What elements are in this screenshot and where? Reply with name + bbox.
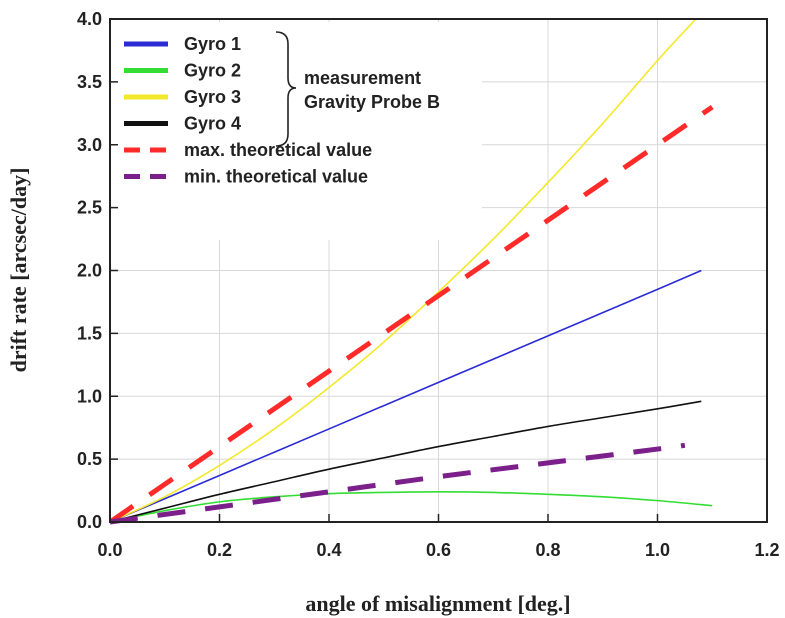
x-axis-label: angle of misalignment [deg.] <box>305 591 570 616</box>
x-tick-label: 1.2 <box>754 540 779 560</box>
legend-group-label-line-1: measurement <box>304 68 421 88</box>
y-tick-label: 2.5 <box>77 198 102 218</box>
y-tick-label: 0.0 <box>77 512 102 532</box>
y-tick-label: 3.5 <box>77 72 102 92</box>
x-tick-label: 0.4 <box>316 540 341 560</box>
x-tick-label: 1.0 <box>645 540 670 560</box>
legend-label-gyro-3: Gyro 3 <box>184 87 241 107</box>
legend-items: Gyro 1 Gyro 2 Gyro 3 Gyro 4 max. theoretical… <box>124 34 372 187</box>
series-line-gyro-4 <box>109 400 702 523</box>
x-tick-label: 0.0 <box>97 540 122 560</box>
legend-brace <box>275 31 297 147</box>
legend-label-gyro-2: Gyro 2 <box>184 61 241 81</box>
y-tick-label: 3.0 <box>77 135 102 155</box>
y-tick-label: 1.0 <box>77 386 102 406</box>
legend-label-min-theoretical-value: min. theoretical value <box>184 167 368 187</box>
series-layer <box>108 18 714 525</box>
legend-label-gyro-1: Gyro 1 <box>184 34 241 54</box>
series-line-min-theoretical-value <box>109 442 686 525</box>
series-line-gyro-1 <box>109 269 702 523</box>
series-line-gyro-2 <box>109 491 713 523</box>
y-tick-label: 0.5 <box>77 449 102 469</box>
x-tick-label: 0.2 <box>207 540 232 560</box>
series-line-gyro-3 <box>109 18 697 523</box>
legend-label-gyro-4: Gyro 4 <box>184 114 241 134</box>
ticks: 0.0 0.2 0.4 0.6 0.8 1.0 1.2 0.0 0.5 1.0 1.5 2.0 2.5 3… <box>77 9 780 560</box>
x-tick-label: 0.8 <box>535 540 560 560</box>
series-line-max-theoretical-value <box>108 104 714 525</box>
y-tick-label: 4.0 <box>77 9 102 29</box>
y-tick-label: 1.5 <box>77 323 102 343</box>
x-tick-label: 0.6 <box>426 540 451 560</box>
y-axis-label: drift rate [arcsec/day] <box>6 168 31 373</box>
y-tick-label: 2.0 <box>77 261 102 281</box>
legend-box <box>112 22 482 240</box>
legend: Gyro 1 Gyro 2 Gyro 3 Gyro 4 max. theoretical… <box>112 22 482 240</box>
legend-label-max-theoretical-value: max. theoretical value <box>184 140 372 160</box>
legend-group-label-line-2: Gravity Probe B <box>304 92 440 112</box>
